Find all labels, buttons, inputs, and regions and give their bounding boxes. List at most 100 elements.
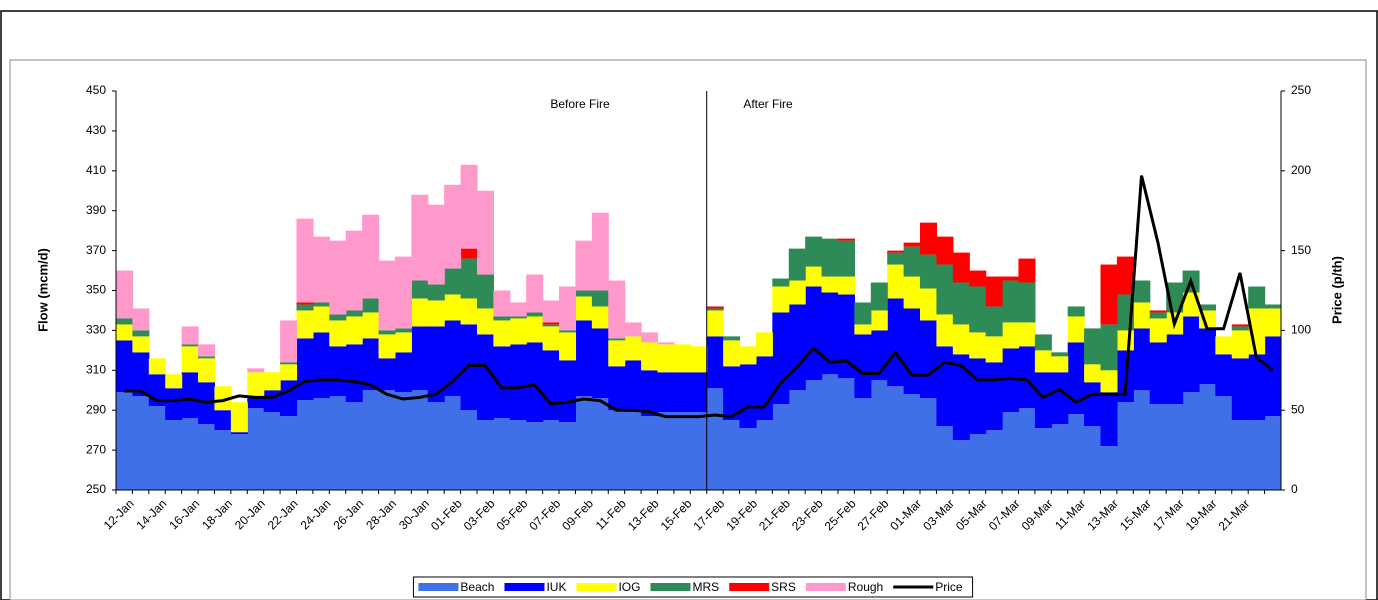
- area-segment: [362, 298, 380, 313]
- area-segment: [920, 288, 938, 321]
- area-segment: [1084, 382, 1102, 427]
- area-segment: [608, 340, 626, 367]
- area-segment: [887, 252, 905, 265]
- area-segment: [854, 324, 872, 335]
- area-segment: [280, 362, 298, 365]
- area-segment: [1248, 354, 1266, 421]
- area-segment: [1166, 334, 1184, 405]
- y-tick-label: 350: [86, 283, 106, 297]
- area-segment: [460, 248, 478, 259]
- area-segment: [936, 236, 954, 265]
- area-segment: [690, 412, 708, 490]
- area-segment: [1018, 322, 1036, 347]
- area-segment: [329, 314, 347, 321]
- area-segment: [591, 290, 609, 307]
- area-segment: [772, 312, 790, 405]
- area-segment: [821, 374, 839, 490]
- legend-label: Rough: [848, 580, 883, 594]
- area-segment: [805, 286, 823, 381]
- area-segment: [1034, 334, 1052, 351]
- area-segment: [542, 300, 560, 323]
- area-segment: [1149, 404, 1167, 490]
- area-segment: [411, 326, 429, 391]
- area-segment: [1182, 392, 1200, 490]
- area-segment: [165, 388, 183, 421]
- area-segment: [952, 252, 970, 283]
- area-segment: [805, 380, 823, 490]
- legend-box: [412, 576, 974, 598]
- area-segment: [608, 338, 626, 341]
- area-segment: [591, 398, 609, 490]
- area-segment: [591, 328, 609, 399]
- area-segment: [1264, 416, 1281, 490]
- area-segment: [952, 282, 970, 325]
- area-segment: [903, 308, 921, 395]
- area-segment: [132, 352, 150, 397]
- area-segment: [657, 344, 675, 373]
- plot: [116, 164, 1281, 490]
- area-segment: [969, 270, 987, 287]
- area-segment: [723, 336, 741, 341]
- area-segment: [1084, 328, 1102, 365]
- area-segment: [1248, 420, 1266, 490]
- area-segment: [1051, 424, 1069, 490]
- area-segment: [411, 390, 429, 490]
- area-segment: [903, 276, 921, 309]
- area-segment: [755, 420, 773, 490]
- area-segment: [575, 396, 593, 490]
- area-segment: [378, 334, 396, 359]
- area-segment: [1149, 342, 1167, 405]
- legend-swatch: [504, 583, 545, 591]
- area-segment: [296, 218, 314, 303]
- area-segment: [493, 290, 511, 317]
- area-segment: [1231, 358, 1249, 421]
- area-segment: [1018, 408, 1036, 490]
- area-segment: [559, 360, 577, 423]
- area-segment: [772, 278, 790, 287]
- area-segment: [296, 304, 314, 311]
- area-segment: [591, 212, 609, 291]
- area-segment: [887, 250, 905, 253]
- area-segment: [296, 338, 314, 401]
- y-tick-label: 270: [86, 442, 106, 456]
- area-segment: [739, 364, 757, 429]
- area-segment: [329, 346, 347, 397]
- area-segment: [1215, 354, 1233, 397]
- area-segment: [280, 364, 298, 381]
- area-segment: [837, 240, 855, 277]
- y-tick-label: 450: [86, 83, 106, 97]
- legend-label: SRS: [771, 580, 796, 594]
- area-segment: [1100, 446, 1118, 490]
- area-segment: [312, 332, 330, 399]
- area-segment: [378, 330, 396, 335]
- area-segment: [969, 434, 987, 490]
- area-segment: [444, 294, 462, 321]
- area-segment: [476, 274, 494, 309]
- area-segment: [247, 408, 265, 490]
- area-segment: [788, 248, 806, 281]
- area-segment: [1067, 316, 1085, 343]
- area-segment: [460, 298, 478, 325]
- area-segment: [362, 338, 380, 391]
- area-segment: [1133, 280, 1151, 303]
- area-segment: [1018, 346, 1036, 409]
- area-segment: [296, 310, 314, 339]
- area-segment: [641, 370, 659, 417]
- legend-label: MRS: [692, 580, 719, 594]
- area-segment: [690, 346, 708, 373]
- area-segment: [755, 356, 773, 421]
- area-segment: [214, 410, 232, 431]
- area-segment: [936, 346, 954, 427]
- area-segment: [165, 420, 183, 490]
- area-segment: [1034, 350, 1052, 373]
- area-segment: [230, 432, 248, 435]
- y2-tick-label: 150: [1291, 243, 1311, 257]
- area-segment: [181, 346, 199, 373]
- area-segment: [575, 240, 593, 291]
- area-segment: [1149, 310, 1167, 313]
- area-segment: [509, 302, 527, 317]
- y-tick-label: 330: [86, 323, 106, 337]
- area-segment: [296, 400, 314, 490]
- area-segment: [870, 380, 888, 490]
- area-segment: [985, 306, 1003, 337]
